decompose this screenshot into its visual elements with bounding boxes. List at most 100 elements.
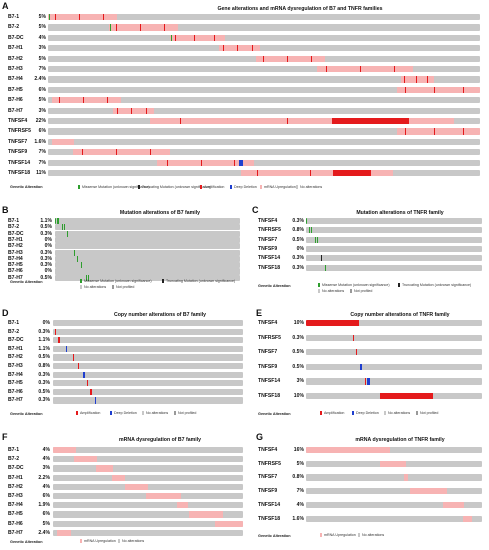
- gene-label: B7-2: [8, 224, 20, 231]
- panel-d-letter: D: [2, 308, 9, 318]
- gene-label: B7-1: [8, 14, 20, 20]
- alteration-percent: 1.1%: [38, 345, 50, 352]
- legend-not-profiled: Not profiled: [112, 285, 134, 290]
- alteration-mark: [79, 14, 80, 21]
- alteration-percent: 0%: [42, 320, 50, 326]
- alteration-percent: 0.3%: [40, 230, 52, 237]
- alteration-mark: [309, 227, 311, 234]
- gene-label: B7-H1: [8, 345, 23, 352]
- alteration-percent: 7%: [296, 488, 304, 495]
- alteration-mark: [397, 128, 480, 135]
- alteration-mark: [150, 118, 455, 125]
- gene-label: TNFSF14: [258, 501, 281, 508]
- gene-label: B7-H4: [8, 255, 23, 262]
- alteration-mark: [77, 255, 79, 262]
- alteration-percent: 0%: [44, 268, 52, 275]
- gene-label: B7-H2: [8, 354, 23, 361]
- alteration-mark: [415, 76, 417, 83]
- alteration-mark: [55, 328, 57, 335]
- gene-label: TNFSF9: [258, 488, 278, 495]
- oncoprint-track: [48, 128, 480, 135]
- oncoprint-track: [53, 328, 243, 335]
- oncoprint-track: [48, 45, 480, 52]
- oncoprint-track: [306, 447, 482, 454]
- gene-row: B7-H1 3%: [8, 45, 480, 52]
- gene-row: B7-H2 5%: [8, 55, 480, 62]
- panel-a-legend-title: Genetic Alteration: [10, 185, 43, 189]
- alteration-mark: [177, 502, 189, 509]
- alteration-mark: [366, 378, 370, 385]
- alteration-percent: 5%: [296, 460, 304, 467]
- alteration-mark: [65, 345, 67, 352]
- gene-row: B7-2 5%: [8, 24, 480, 31]
- alteration-mark: [112, 107, 155, 114]
- alteration-percent: 5%: [38, 14, 46, 20]
- oncoprint-track: [48, 170, 480, 177]
- gene-label: B7-H4: [8, 76, 23, 83]
- legend-truncating: Truncating Mutation (unknown significanc…: [162, 279, 235, 284]
- alteration-mark: [145, 107, 147, 114]
- oncoprint-track: [306, 218, 482, 225]
- oncoprint-track: [53, 354, 243, 361]
- oncoprint-track: [55, 218, 240, 225]
- alteration-mark: [58, 97, 60, 104]
- legend-missense: Missense Mutation (unknown significance): [80, 279, 152, 284]
- alteration-mark: [90, 388, 92, 395]
- panel-f-letter: F: [2, 432, 8, 442]
- gene-row: B7-H5 0.3%: [8, 380, 243, 387]
- legend-deep-deletion: Deep Deletion: [230, 185, 257, 190]
- oncoprint-track: [55, 255, 240, 262]
- alteration-mark: [262, 55, 264, 62]
- gene-row: TNFSF14 3%: [258, 378, 482, 385]
- alteration-mark: [286, 118, 288, 125]
- alteration-percent: 1.6%: [292, 515, 304, 522]
- gene-row: TNFSF7 1.6%: [8, 138, 480, 145]
- gene-row: B7-H1 0%: [8, 236, 240, 244]
- panel-b-legend-items: Missense Mutation (unknown significance)…: [80, 279, 240, 291]
- oncoprint-track: [48, 118, 480, 125]
- oncoprint-track: [48, 86, 480, 93]
- gene-row: B7-H6 5%: [8, 520, 243, 527]
- panel-e-legend-title: Genetic Alteration: [258, 412, 291, 416]
- gene-label: B7-H7: [8, 274, 23, 281]
- alteration-mark: [175, 34, 176, 41]
- oncoprint-track: [55, 230, 240, 237]
- gene-row: TNFSF14 0.3%: [258, 255, 482, 262]
- oncoprint-track: [55, 274, 240, 281]
- gene-row: B7-H7 0.3%: [8, 397, 243, 404]
- oncoprint-track: [53, 363, 243, 370]
- alteration-mark: [218, 45, 260, 52]
- gene-label: B7-H7: [8, 529, 23, 536]
- gene-label: B7-H2: [8, 483, 23, 490]
- alteration-mark: [56, 218, 58, 225]
- oncoprint-track: [53, 511, 243, 518]
- gene-label: TNFSF7: [258, 236, 278, 243]
- gene-row: B7-H1 2.2%: [8, 474, 243, 481]
- gene-row: TNFSF9 0%: [258, 245, 482, 253]
- alteration-mark: [463, 128, 465, 135]
- oncoprint-track: [306, 378, 482, 385]
- alteration-percent: 4%: [42, 483, 50, 490]
- alteration-mark: [82, 149, 84, 156]
- oncoprint-track: [53, 502, 243, 509]
- gene-row: TNFSF9 7%: [258, 488, 482, 495]
- alteration-percent: 4%: [38, 34, 46, 41]
- oncoprint-track: [306, 236, 482, 243]
- alteration-percent: 0.3%: [38, 371, 50, 378]
- gene-row: B7-H7 0.5%: [8, 274, 240, 281]
- oncoprint-track: [53, 520, 243, 527]
- alteration-mark: [77, 363, 79, 370]
- panel-e-letter: E: [256, 308, 263, 318]
- alteration-mark: [314, 236, 316, 243]
- gene-row: B7-DC 3%: [8, 465, 243, 472]
- alteration-mark: [131, 107, 133, 114]
- alteration-mark: [74, 456, 98, 463]
- gene-label: TNFRSF5: [8, 128, 31, 135]
- panel-a-title: Gene alterations and mRNA dysregulation …: [217, 6, 383, 12]
- legend-amplification: Amplification: [320, 411, 344, 416]
- gene-label: B7-H3: [8, 493, 23, 499]
- oncoprint-track: [53, 483, 243, 490]
- legend-truncating: Truncating Mutation (unknown significanc…: [138, 185, 211, 190]
- alteration-mark: [409, 488, 447, 495]
- alteration-mark: [58, 218, 60, 225]
